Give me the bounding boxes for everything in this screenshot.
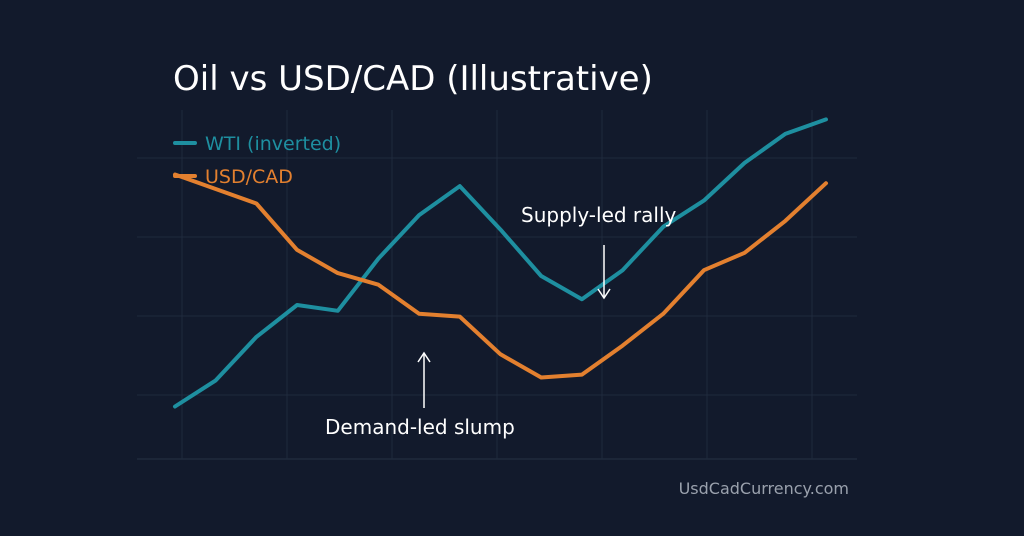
annotation-supply: Supply-led rally bbox=[521, 203, 677, 300]
annotation-demand-label: Demand-led slump bbox=[325, 415, 515, 439]
series-line-wti bbox=[173, 117, 828, 409]
annotation-supply-arrowhead bbox=[597, 288, 611, 300]
legend-label-usdcad: USD/CAD bbox=[205, 166, 293, 188]
legend: WTI (inverted) USD/CAD bbox=[173, 133, 341, 188]
annotation-supply-label: Supply-led rally bbox=[521, 203, 677, 227]
watermark: UsdCadCurrency.com bbox=[679, 479, 849, 498]
annotation-demand: Demand-led slump bbox=[325, 351, 515, 439]
annotation-demand-arrowhead bbox=[417, 351, 431, 363]
legend-label-wti: WTI (inverted) bbox=[205, 133, 341, 155]
chart-grid bbox=[137, 110, 857, 459]
series-layer bbox=[173, 117, 828, 409]
chart-title: Oil vs USD/CAD (Illustrative) bbox=[173, 59, 653, 99]
series-line-usdcad bbox=[173, 172, 828, 380]
